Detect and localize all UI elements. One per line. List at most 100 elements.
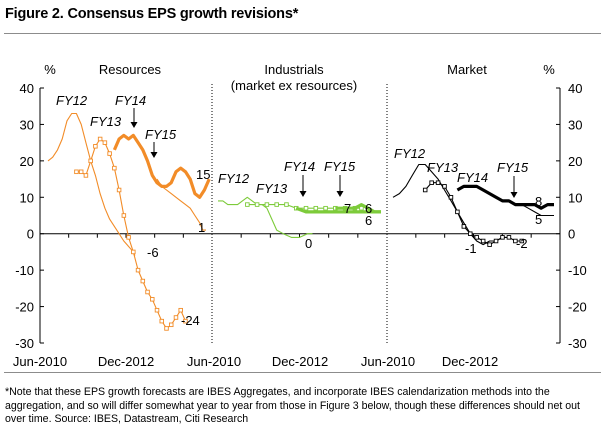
series-marker-resources-fy13	[168, 322, 174, 328]
end-label-market-neg2: -2	[516, 236, 528, 251]
series-label-market-fy12: FY12	[394, 146, 426, 161]
arrow-resources-fy15-head	[150, 152, 158, 158]
footnote: *Note that these EPS growth forecasts ar…	[5, 386, 580, 425]
series-line-resources-fy14	[112, 133, 211, 199]
series-marker-market-fy13	[422, 187, 428, 193]
y-tick-label-right: -30	[568, 336, 587, 351]
series-marker-industrials-fy13	[313, 205, 319, 211]
x-tick-label: Jun-2010	[13, 354, 67, 369]
x-tick-label: Jun-2010	[187, 354, 241, 369]
y-tick-label-right: 40	[568, 81, 582, 96]
y-tick-label-left: 30	[20, 117, 34, 132]
end-label-industrials-6a: 6	[365, 201, 372, 216]
series-line-market-fy15	[521, 204, 554, 217]
y-tick-label-right: 30	[568, 117, 582, 132]
x-tick-label: Dec-2012	[442, 354, 498, 369]
end-label-industrials-6b: 6	[365, 213, 372, 228]
series-marker-resources-fy13	[78, 169, 84, 175]
series-marker-resources-fy13	[154, 307, 160, 313]
y-tick-label-left: -10	[15, 263, 34, 278]
end-label-market-5: 5	[535, 212, 542, 227]
x-tick-label: Dec-2012	[98, 354, 154, 369]
y-tick-label-left: 10	[20, 190, 34, 205]
series-label-industrials-fy12: FY12	[218, 171, 250, 186]
series-marker-resources-fy13	[183, 318, 188, 324]
y-tick-label-right: -10	[568, 263, 587, 278]
series-marker-market-fy13	[461, 224, 467, 229]
series-marker-market-fy13	[506, 235, 512, 240]
x-axis: Jun-2010 Dec-2012 Jun-2010 Dec-2012 Jun-2010…	[13, 233, 532, 369]
series-marker-market-fy13	[519, 238, 525, 244]
series-marker-industrials-fy13	[264, 202, 270, 207]
arrow-industrials-fy15-head	[336, 191, 344, 197]
series-marker-market-fy13	[493, 238, 499, 244]
series-label-industrials-fy13: FY13	[256, 181, 288, 196]
series-marker-market-fy13	[513, 238, 518, 244]
series-label-industrials-fy15: FY15	[324, 159, 356, 174]
y-tick-label-right: 20	[568, 154, 582, 169]
series-marker-resources-fy13	[178, 307, 183, 313]
series-line-industrials-fy15	[335, 203, 381, 214]
series-marker-resources-fy13	[145, 289, 150, 295]
end-label-market-8: 8	[535, 194, 542, 209]
arrow-market-fy15-head	[510, 192, 518, 198]
x-tick-label: Dec-2012	[272, 354, 328, 369]
y-unit-left: %	[44, 62, 56, 77]
series-marker-market-fy13	[487, 242, 492, 247]
series-marker-industrials-fy13	[254, 202, 260, 207]
series-label-resources-fy12: FY12	[56, 93, 88, 108]
end-label-resources-neg6: -6	[147, 245, 159, 260]
series-marker-resources-fy13	[150, 297, 155, 302]
series-line-market-fy14	[456, 184, 554, 210]
panel-title-industrials: Industrials	[264, 62, 324, 77]
series-marker-market-fy13	[435, 180, 441, 185]
series-line-industrials-fy14	[295, 206, 381, 214]
panel-dividers	[211, 84, 388, 343]
series-marker-resources-fy13	[107, 151, 112, 156]
x-tick-label: Jun-2010	[361, 354, 415, 369]
series-marker-market-fy13	[448, 195, 454, 200]
series-marker-resources-fy13	[112, 165, 117, 171]
y-tick-label-left: 40	[20, 81, 34, 96]
series-marker-market-fy13	[442, 184, 447, 189]
series-marker-market-fy13	[474, 235, 479, 240]
series-marker-industrials-fy13	[323, 205, 328, 211]
series-marker-industrials-fy13	[274, 202, 279, 207]
end-label-industrials-7: 7	[344, 201, 351, 216]
series-marker-market-fy13	[480, 238, 486, 244]
panel-title-market: Market	[447, 62, 487, 77]
y-tick-label-left: 20	[20, 154, 34, 169]
y-tick-label-right: -20	[568, 300, 587, 315]
series-marker-resources-fy13	[88, 158, 93, 164]
y-tick-label-left: 0	[27, 227, 34, 242]
series-marker-resources-fy13	[159, 318, 165, 324]
series-marker-resources-fy13	[74, 169, 79, 175]
end-label-resources-neg24: -24	[181, 313, 200, 328]
series-marker-market-fy13	[468, 231, 473, 236]
series-marker-resources-fy13	[131, 249, 136, 255]
arrow-industrials-fy14-head	[299, 191, 307, 197]
series-marker-resources-fy13	[93, 144, 98, 149]
top-rule	[4, 33, 601, 34]
series-label-market-fy15: FY15	[497, 160, 529, 175]
y-tick-label-right: 10	[568, 190, 582, 205]
series-label-market-fy14: FY14	[457, 170, 488, 185]
series-label-industrials-fy14: FY14	[284, 159, 315, 174]
y-unit-right: %	[543, 62, 555, 77]
series-marker-industrials-fy13	[284, 202, 289, 207]
series-marker-market-fy13	[455, 209, 460, 215]
series-marker-resources-fy13	[173, 315, 179, 320]
series-label-resources-fy14: FY14	[115, 93, 146, 108]
series-marker-resources-fy13	[83, 173, 89, 178]
series-label-market-fy13: FY13	[427, 160, 459, 175]
y-axis-right: -30 -20 -10 0 10 20 30 40	[556, 81, 587, 351]
series-marker-resources-fy13	[121, 213, 127, 218]
end-label-resources-15: 15	[196, 167, 210, 182]
series-marker-resources-fy13	[126, 235, 131, 240]
series-line-market-fy13	[424, 182, 522, 246]
figure-title: Figure 2. Consensus EPS growth revisions…	[5, 6, 299, 22]
y-axis-left: -30 -20 -10 0 10 20 30 40	[15, 81, 44, 351]
series-marker-market-fy13	[429, 180, 434, 185]
